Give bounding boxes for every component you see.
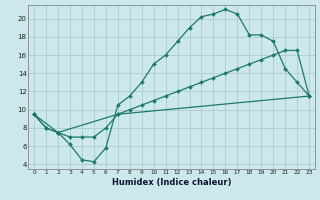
- X-axis label: Humidex (Indice chaleur): Humidex (Indice chaleur): [112, 178, 231, 187]
